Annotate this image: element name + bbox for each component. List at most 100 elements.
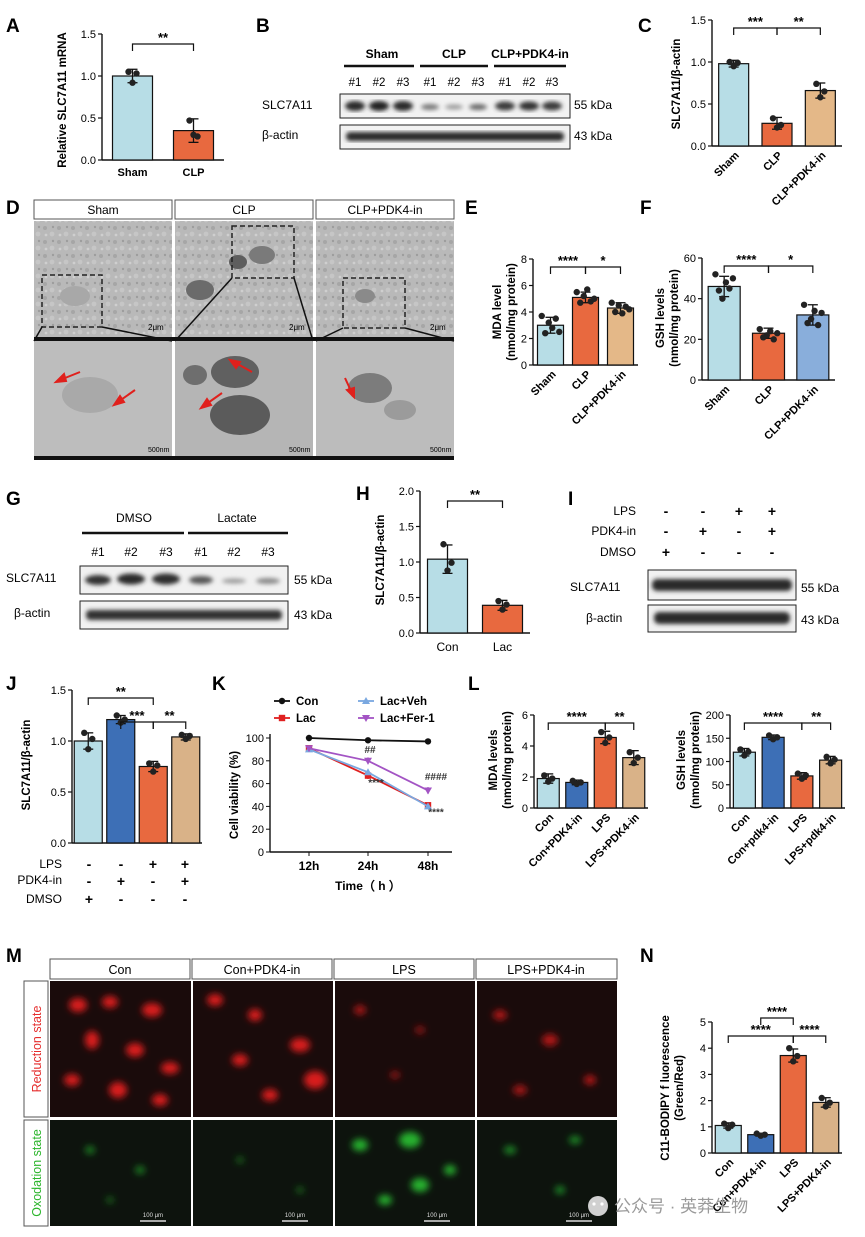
data-point: [556, 328, 563, 336]
x-tick-label: Sham: [703, 383, 733, 413]
blot-b-lane: #3: [472, 77, 485, 89]
m-row-label-green: Oxodation state: [30, 1129, 44, 1217]
data-point: [773, 734, 781, 741]
significance-label: ****: [767, 1004, 788, 1019]
panel-letter-d: D: [6, 198, 20, 219]
data-point: [800, 301, 808, 308]
x-tick-label: 24h: [358, 859, 379, 873]
blot-g-lane-labels: #1 #2 #3 #1 #2 #3: [91, 545, 275, 559]
data-point: [818, 309, 825, 317]
data-point: [580, 292, 587, 300]
y-tick-label: 60: [252, 779, 264, 791]
y-tick-label: 2: [700, 1096, 706, 1108]
panel-b-blot: Sham CLP CLP+PDK4-in #1 #2 #3 #1 #2 #3 #…: [262, 47, 612, 150]
data-point: [154, 762, 161, 769]
y-tick-label: 0.0: [691, 141, 706, 153]
blot-i-treatment: DMSO: [600, 545, 636, 559]
blot-i-size-label: 43 kDa: [801, 613, 839, 627]
tem-zoom-line: [315, 327, 344, 342]
data-point: [634, 754, 641, 761]
chart-n: 0 1 2 3 4 5 C11-BODIPY f luorescence (Green/Red…: [660, 1004, 842, 1215]
tem-scale-top: 2μm: [430, 323, 446, 332]
y-axis-label: GSH levels: [655, 288, 667, 348]
blot-b-lane-labels: #1 #2 #3 #1 #2 #3 #1 #2 #3: [349, 77, 559, 89]
tem-inset-box: [231, 225, 295, 279]
tem-scale-bottom: 500nm: [148, 447, 170, 454]
data-point: [503, 601, 510, 608]
m-row-label-box: [23, 1119, 49, 1227]
data-point: [424, 738, 432, 745]
legend-label: Lac: [296, 713, 316, 725]
m-scale-label: 100 μm: [569, 1213, 589, 1219]
data-point: [577, 779, 584, 786]
x-tick-label: Con: [729, 811, 753, 835]
blot-b-group-label: CLP+PDK4-in: [491, 47, 569, 61]
data-point: [821, 88, 828, 95]
significance-label: **: [811, 709, 822, 724]
data-point: [278, 714, 286, 722]
j-sign: +: [85, 891, 93, 907]
m-row-label-box: [23, 980, 49, 1118]
x-tick-label: Sham: [118, 167, 148, 179]
data-point: [741, 752, 748, 759]
significance-label: ****: [736, 252, 757, 267]
significance-label: **: [614, 709, 625, 724]
bar: [707, 285, 741, 381]
j-sign: -: [151, 891, 156, 907]
significance-label: **: [470, 487, 481, 502]
significance-bracket: [776, 27, 821, 35]
y-axis-label: GSH levels: [676, 730, 688, 790]
y-tick-label: 4: [700, 1043, 706, 1055]
blot-i-sign: -: [770, 544, 775, 560]
blot-b-lane: #2: [373, 77, 386, 89]
blot-b-size-label: 43 kDa: [574, 129, 612, 143]
blot-g-lane: #2: [124, 545, 138, 559]
blot-g-group-label: Lactate: [217, 511, 257, 525]
j-sign: +: [117, 873, 125, 889]
bar: [606, 307, 635, 366]
data-point: [794, 1052, 801, 1060]
y-tick-label: 2: [522, 772, 528, 784]
x-tick-label: 48h: [418, 859, 439, 873]
significance-bracket: [760, 1017, 794, 1025]
data-point: [726, 58, 733, 66]
data-point: [85, 745, 92, 753]
data-point: [113, 712, 120, 719]
chart-f: 0 20 40 60 GSH levels (nmol/mg protein) Sham CL…: [655, 252, 835, 442]
y-axis-label-unit: (nmol/mg protein): [502, 711, 514, 809]
data-point: [802, 772, 810, 779]
y-tick-label: 0: [690, 375, 696, 387]
data-point: [626, 306, 633, 313]
blot-i-sign: +: [699, 523, 707, 539]
m-column-label: Con+PDK4-in: [224, 963, 301, 977]
panel-g-blot: DMSO Lactate #1 #2 #3 #1 #2 #3 SLC7A11 β…: [6, 511, 332, 630]
panel-letter-h: H: [356, 484, 370, 505]
significance-bracket: [152, 721, 187, 729]
blot-i-sign: +: [768, 523, 776, 539]
tem-scale-top: 2μm: [148, 323, 164, 332]
tem-zoom-line: [293, 277, 314, 342]
y-tick-label: 0: [700, 1148, 706, 1160]
data-point: [573, 288, 580, 296]
j-sign: -: [87, 873, 92, 889]
y-tick-label: 0.5: [399, 593, 414, 605]
blot-b-lane: #1: [349, 77, 362, 89]
data-point: [831, 756, 838, 763]
blot-b-lane: #2: [448, 77, 461, 89]
blot-i-sign: -: [737, 544, 742, 560]
blot-i-row-label: β-actin: [586, 611, 622, 625]
y-tick-label: 0.5: [51, 787, 66, 799]
tem-header-box: [174, 199, 314, 220]
data-point: [765, 732, 773, 739]
significance-label: **: [164, 708, 175, 723]
significance-label: ####: [425, 772, 448, 783]
data-point: [827, 760, 834, 767]
j-sign: -: [87, 856, 92, 872]
data-point: [364, 737, 372, 744]
tem-zoom-line: [174, 277, 233, 342]
data-point: [790, 1058, 797, 1065]
significance-label: ****: [751, 1022, 772, 1037]
data-point: [626, 749, 633, 756]
m-header-box: [191, 958, 333, 980]
